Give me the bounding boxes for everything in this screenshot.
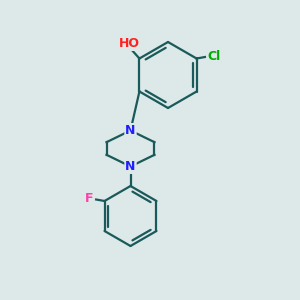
Text: HO: HO (119, 37, 140, 50)
Text: Cl: Cl (207, 50, 220, 64)
Text: F: F (85, 192, 93, 206)
Text: N: N (125, 124, 136, 137)
Text: N: N (125, 160, 136, 173)
